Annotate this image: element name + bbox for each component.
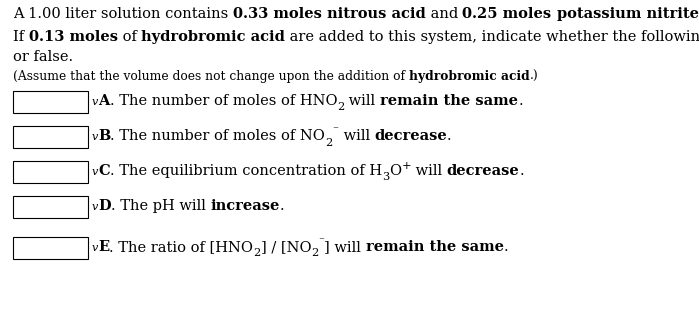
Text: and: and <box>426 7 463 21</box>
Text: ⁻: ⁻ <box>333 126 338 136</box>
Text: A: A <box>99 94 110 108</box>
Text: .: . <box>504 240 509 254</box>
Text: .: . <box>518 94 523 108</box>
Text: O: O <box>389 164 401 178</box>
Text: . The number of moles of HNO: . The number of moles of HNO <box>110 94 337 108</box>
Text: remain the same: remain the same <box>380 94 518 108</box>
Text: v: v <box>92 132 99 142</box>
Text: .): .) <box>530 70 538 83</box>
Text: will: will <box>345 94 380 108</box>
Text: 0.33 moles: 0.33 moles <box>233 7 327 21</box>
Text: decrease: decrease <box>375 129 447 143</box>
Text: of: of <box>117 30 141 44</box>
Text: ] / [NO: ] / [NO <box>261 240 311 254</box>
Text: 2: 2 <box>253 249 261 259</box>
Text: 2: 2 <box>325 137 333 147</box>
Text: nitrous acid: nitrous acid <box>327 7 426 21</box>
Text: hydrobromic acid: hydrobromic acid <box>141 30 285 44</box>
Text: . The number of moles of NO: . The number of moles of NO <box>110 129 325 143</box>
Text: 0.13 moles: 0.13 moles <box>29 30 117 44</box>
Text: C: C <box>99 164 110 178</box>
Text: B: B <box>99 129 110 143</box>
Text: .: . <box>280 199 284 213</box>
Text: potassium nitrite: potassium nitrite <box>556 7 699 21</box>
Text: increase: increase <box>210 199 280 213</box>
Text: 0.25 moles: 0.25 moles <box>463 7 556 21</box>
Text: v: v <box>92 97 99 107</box>
Text: If: If <box>13 30 29 44</box>
Text: hydrobromic acid: hydrobromic acid <box>409 70 530 83</box>
Text: or false.: or false. <box>13 50 73 64</box>
Text: . The pH will: . The pH will <box>111 199 210 213</box>
Text: (Assume that the volume does not change upon the addition of: (Assume that the volume does not change … <box>13 70 409 83</box>
Text: . The equilibrium concentration of H: . The equilibrium concentration of H <box>110 164 382 178</box>
Text: A 1.00 liter solution contains: A 1.00 liter solution contains <box>13 7 233 21</box>
Text: v: v <box>92 202 99 212</box>
Text: D: D <box>99 199 111 213</box>
Text: ] will: ] will <box>324 240 366 254</box>
Text: are added to this system, indicate whether the following statements are true: are added to this system, indicate wheth… <box>285 30 699 44</box>
Text: v: v <box>92 167 99 177</box>
Text: . The ratio of [HNO: . The ratio of [HNO <box>109 240 253 254</box>
Text: E: E <box>99 240 109 254</box>
Text: decrease: decrease <box>447 164 519 178</box>
Text: .: . <box>447 129 452 143</box>
Text: remain the same: remain the same <box>366 240 504 254</box>
Text: will: will <box>411 164 447 178</box>
Text: +: + <box>401 161 411 171</box>
Text: ⁻: ⁻ <box>319 237 324 247</box>
Text: 2: 2 <box>311 249 319 259</box>
Text: v: v <box>92 243 99 253</box>
Text: 2: 2 <box>337 102 345 112</box>
Text: will: will <box>338 129 375 143</box>
Text: .: . <box>519 164 524 178</box>
Text: 3: 3 <box>382 172 389 182</box>
